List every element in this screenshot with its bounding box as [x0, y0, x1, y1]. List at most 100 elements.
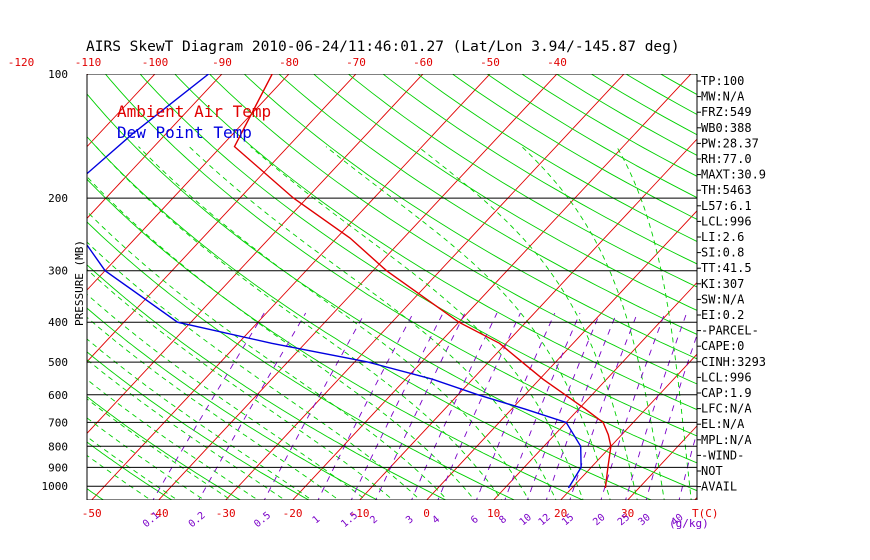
moist-adiabat-line: [87, 359, 286, 500]
moist-adiabat-line: [138, 146, 530, 500]
pressure-tick-label: 900: [48, 461, 68, 474]
top-temperature-tick: -80: [279, 56, 299, 69]
sounding-index-item: TH:5463: [701, 183, 752, 197]
isotherm-line: [0, 65, 30, 504]
sounding-index-item: CAP:1.9: [701, 386, 752, 400]
mixing-ratio-unit-label: (g/kg): [669, 517, 709, 530]
bottom-temperature-tick: 20: [554, 507, 567, 520]
dry-adiabat-line: [87, 264, 447, 500]
mixing-ratio-tick-label: 12: [537, 512, 553, 528]
moist-adiabat-line: [87, 210, 448, 500]
mixing-ratio-tick-labels: 0.1 0.2 0.5 1 1.5 2 3 4 6 8 10 12 15 20 25 30 40: [141, 510, 686, 530]
moist-adiabat-line: [417, 146, 638, 500]
isotherm-line: [493, 281, 697, 500]
top-temperature-tick: -50: [480, 56, 500, 69]
isotherm-line: [759, 65, 870, 504]
mixing-ratio-line: [526, 312, 601, 500]
sounding-index-item: AVAIL: [701, 480, 737, 494]
dewpoint-profile-line: [87, 74, 582, 489]
pressure-tick-label: 700: [48, 416, 68, 429]
sounding-index-item: LFC:N/A: [701, 402, 752, 416]
dry-adiabat-line: [312, 74, 697, 311]
moist-adiabat-line: [325, 146, 611, 500]
dry-adiabat-line: [87, 488, 105, 500]
sounding-index-item: MPL:N/A: [701, 433, 752, 447]
pressure-tick-label: 800: [48, 440, 68, 453]
isotherm-line: [826, 65, 870, 504]
top-temperature-tick: -60: [413, 56, 433, 69]
mixing-ratio-tick-label: 30: [636, 512, 652, 528]
top-temperature-ticks: -120 -110 -100 -90 -80 -70 -60 -50 -40: [8, 56, 567, 69]
bottom-temperature-tick: -20: [283, 507, 303, 520]
mixing-ratio-line: [504, 312, 581, 500]
isotherm-line: [426, 210, 697, 500]
moist-adiabat-lines: [87, 146, 692, 500]
sounding-index-item: CAPE:0: [701, 339, 744, 353]
mixing-ratio-tick-label: 1: [311, 514, 323, 526]
dry-adiabat-line: [87, 136, 653, 500]
top-temperature-tick: -90: [212, 56, 232, 69]
mixing-ratio-tick-label: 4: [430, 514, 442, 526]
moist-adiabat-line: [87, 268, 394, 500]
y-axis-label: PRESSURE (MB): [73, 240, 86, 326]
moist-adiabat-line: [87, 241, 421, 500]
mixing-ratio-line: [198, 312, 307, 500]
dry-adiabat-line: [0, 65, 38, 503]
pressure-tick-label: 100: [48, 68, 68, 81]
mixing-ratio-line: [476, 312, 556, 500]
mixing-ratio-line: [375, 312, 466, 500]
bottom-temperature-tick: 10: [487, 507, 500, 520]
moist-adiabat-line: [87, 176, 476, 500]
top-temperature-tick: -40: [547, 56, 567, 69]
top-temperature-tick: -120: [8, 56, 35, 69]
sounding-index-item: LI:2.6: [701, 230, 744, 244]
moist-adiabat-line: [250, 146, 584, 500]
dry-adiabat-line: [243, 74, 697, 360]
moist-adiabat-line: [87, 398, 232, 500]
dry-adiabat-line: [659, 74, 697, 96]
bottom-temperature-tick: 0: [423, 507, 430, 520]
dry-adiabat-line: [87, 93, 697, 492]
sounding-index-item: FRZ:549: [701, 105, 752, 119]
dry-adiabat-line: [816, 65, 870, 503]
pressure-tick-label: 200: [48, 192, 68, 205]
moist-adiabat-line: [188, 146, 557, 500]
sounding-index-item: -PARCEL-: [701, 324, 759, 338]
dry-adiabat-line: [782, 65, 870, 503]
top-temperature-tick: -110: [75, 56, 102, 69]
dry-adiabat-line: [87, 396, 242, 500]
dry-adiabat-line: [87, 307, 379, 500]
dry-adiabat-line: [486, 74, 697, 199]
pressure-tick-label: 400: [48, 316, 68, 329]
sounding-index-item: TT:41.5: [701, 261, 752, 275]
dry-adiabat-line: [278, 74, 697, 335]
dry-adiabat-line: [850, 65, 870, 503]
mixing-ratio-line: [600, 312, 666, 500]
legend: Ambient Air Temp Dew Point Temp: [117, 102, 271, 142]
sounding-index-item: -WIND-: [701, 448, 744, 462]
isotherm-line: [225, 74, 625, 500]
sounding-index-item: CINH:3293: [701, 355, 766, 369]
dry-adiabat-line: [87, 441, 173, 500]
pressure-tick-label: 600: [48, 389, 68, 402]
top-temperature-tick: -70: [346, 56, 366, 69]
dry-adiabat-line: [87, 351, 310, 500]
plot-area: [0, 65, 870, 504]
bottom-temperature-tick: -30: [216, 507, 236, 520]
sounding-index-item: LCL:996: [701, 370, 752, 384]
profile-series: [87, 74, 612, 489]
sounding-index-item: EI:0.2: [701, 308, 744, 322]
mixing-ratio-line: [545, 312, 618, 500]
mixing-ratio-line: [411, 312, 498, 500]
dry-adiabat-line: [382, 74, 697, 265]
isotherm-line: [87, 74, 357, 363]
isotherm-line: [87, 74, 223, 219]
isobar-lines: [87, 74, 697, 500]
dry-adiabat-line: [748, 65, 870, 503]
dry-adiabat-line: [208, 74, 697, 385]
sounding-index-item: WB0:388: [701, 121, 752, 135]
isotherm-line: [560, 353, 697, 500]
isotherm-line: [91, 74, 491, 500]
